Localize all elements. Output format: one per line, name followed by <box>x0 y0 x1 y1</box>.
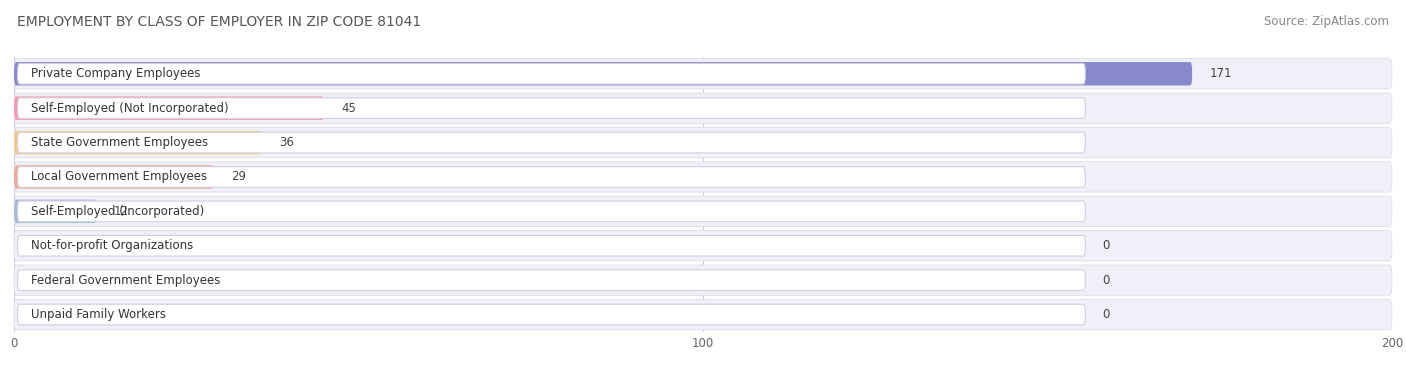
FancyBboxPatch shape <box>13 303 15 326</box>
FancyBboxPatch shape <box>14 165 214 188</box>
Text: Unpaid Family Workers: Unpaid Family Workers <box>31 308 166 321</box>
FancyBboxPatch shape <box>14 200 97 223</box>
FancyBboxPatch shape <box>14 196 1392 227</box>
FancyBboxPatch shape <box>17 167 1085 187</box>
Text: Not-for-profit Organizations: Not-for-profit Organizations <box>31 239 194 252</box>
FancyBboxPatch shape <box>13 234 15 257</box>
FancyBboxPatch shape <box>13 268 15 292</box>
FancyBboxPatch shape <box>14 131 262 154</box>
Text: EMPLOYMENT BY CLASS OF EMPLOYER IN ZIP CODE 81041: EMPLOYMENT BY CLASS OF EMPLOYER IN ZIP C… <box>17 15 422 29</box>
Text: Self-Employed (Not Incorporated): Self-Employed (Not Incorporated) <box>31 102 229 115</box>
FancyBboxPatch shape <box>14 131 262 154</box>
FancyBboxPatch shape <box>14 62 1192 86</box>
Text: 171: 171 <box>1209 67 1232 80</box>
FancyBboxPatch shape <box>14 97 325 120</box>
Text: State Government Employees: State Government Employees <box>31 136 208 149</box>
FancyBboxPatch shape <box>14 162 1392 192</box>
FancyBboxPatch shape <box>14 97 325 120</box>
FancyBboxPatch shape <box>14 265 1392 295</box>
FancyBboxPatch shape <box>17 270 1085 291</box>
FancyBboxPatch shape <box>17 98 1085 118</box>
Text: Federal Government Employees: Federal Government Employees <box>31 274 221 287</box>
FancyBboxPatch shape <box>14 62 1192 86</box>
FancyBboxPatch shape <box>14 127 1392 158</box>
FancyBboxPatch shape <box>14 231 1392 261</box>
Text: Self-Employed (Incorporated): Self-Employed (Incorporated) <box>31 205 204 218</box>
FancyBboxPatch shape <box>17 201 1085 222</box>
FancyBboxPatch shape <box>17 63 1085 84</box>
Text: Local Government Employees: Local Government Employees <box>31 170 208 184</box>
FancyBboxPatch shape <box>17 132 1085 153</box>
Text: 0: 0 <box>1102 274 1109 287</box>
FancyBboxPatch shape <box>14 165 214 188</box>
Text: 36: 36 <box>280 136 294 149</box>
Text: 0: 0 <box>1102 239 1109 252</box>
FancyBboxPatch shape <box>14 200 97 223</box>
FancyBboxPatch shape <box>17 235 1085 256</box>
FancyBboxPatch shape <box>14 299 1392 330</box>
Text: 0: 0 <box>1102 308 1109 321</box>
Text: Source: ZipAtlas.com: Source: ZipAtlas.com <box>1264 15 1389 28</box>
FancyBboxPatch shape <box>14 93 1392 123</box>
Text: 12: 12 <box>114 205 129 218</box>
Text: 45: 45 <box>342 102 356 115</box>
FancyBboxPatch shape <box>17 304 1085 325</box>
Text: 29: 29 <box>231 170 246 184</box>
Text: Private Company Employees: Private Company Employees <box>31 67 201 80</box>
FancyBboxPatch shape <box>14 58 1392 89</box>
